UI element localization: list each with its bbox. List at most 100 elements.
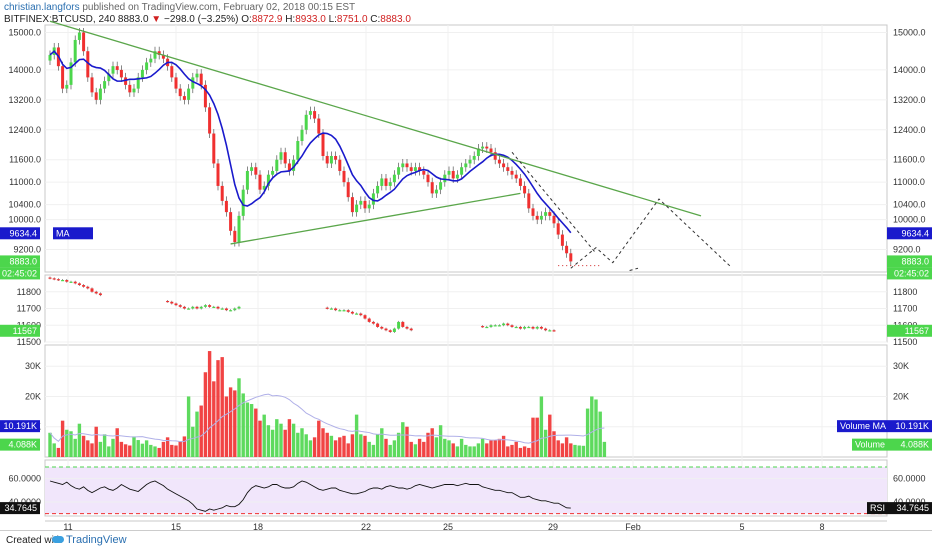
price-candle	[94, 92, 98, 100]
open-label: O:	[241, 14, 252, 25]
tradingview-brand[interactable]: TradingView	[66, 534, 127, 546]
pair-candle	[338, 310, 342, 312]
volume-bar	[527, 447, 531, 457]
price-candle	[140, 69, 144, 78]
pair-candle	[166, 300, 170, 303]
volume-bar	[73, 438, 77, 457]
pair-candle	[502, 323, 506, 326]
pair-candle	[485, 326, 489, 329]
last-price-tag: 8883.0	[901, 256, 929, 266]
pair-candle	[69, 281, 73, 283]
volume-bar	[510, 444, 514, 457]
price-candle	[191, 77, 195, 89]
volume-bar	[480, 438, 485, 457]
pair-candle	[224, 308, 228, 311]
volume-bar	[485, 443, 489, 457]
price-candle	[292, 159, 296, 171]
price-candle	[481, 146, 485, 149]
y-tick-label-right: 11700	[893, 304, 917, 314]
trendline-descending-resistance	[49, 20, 702, 217]
pair-candle	[342, 310, 346, 312]
y-tick-label-left: 30K	[25, 361, 41, 371]
volume-bar	[81, 435, 86, 457]
price-candle	[447, 170, 451, 175]
volume-ma-value-tag-bg	[887, 420, 932, 433]
volume-bar	[422, 441, 426, 457]
pair-candle	[82, 285, 86, 287]
pair-candle	[203, 305, 207, 307]
y-tick-label-left: 60.0000	[8, 474, 41, 484]
price-candle	[103, 81, 107, 89]
volume-bar	[69, 431, 73, 457]
pair-candle	[359, 313, 363, 316]
volume-ma-value-tag-left: 10.191K	[3, 421, 37, 431]
volume-bar	[522, 446, 527, 457]
panel-frame-vol	[44, 344, 888, 458]
price-candle	[502, 163, 506, 168]
volume-value-tag: 4.088K	[900, 440, 929, 450]
volume-bar	[132, 436, 136, 457]
volume-bar	[359, 434, 363, 457]
volume-bar	[434, 437, 439, 457]
volume-bar	[191, 426, 195, 457]
rsi-band-fill	[45, 467, 887, 514]
volume-bar	[52, 443, 56, 457]
price-candle	[119, 69, 123, 78]
price-candle	[527, 193, 531, 209]
x-tick-label: 15	[171, 522, 181, 530]
price-candle	[497, 159, 501, 164]
price-candle	[434, 189, 438, 194]
price-candle	[418, 167, 422, 171]
pair-candle	[237, 306, 241, 309]
volume-bar	[594, 399, 598, 457]
pair-candle	[489, 325, 493, 327]
ma-value-tag-left: 9634.4	[9, 228, 37, 238]
price-candle	[376, 185, 380, 194]
volume-bar	[464, 444, 468, 457]
price-candle	[199, 73, 203, 85]
volume-bar	[170, 444, 174, 457]
volume-bar	[86, 440, 90, 457]
price-candle	[107, 73, 111, 82]
pair-candle	[493, 325, 497, 327]
x-tick-label: 18	[253, 522, 263, 530]
price-candle	[401, 163, 405, 168]
price-candle	[174, 77, 178, 89]
price-candle	[455, 174, 459, 179]
price-candle	[405, 163, 409, 168]
pair-candle	[334, 308, 338, 311]
price-candle	[145, 62, 149, 70]
volume-bar	[556, 440, 560, 457]
symbol-label[interactable]: BITFINEX:BTCUSD, 240	[4, 14, 116, 25]
price-candle	[388, 182, 392, 186]
x-tick-label: 5	[739, 522, 744, 530]
price-candle	[426, 174, 430, 183]
price-candle	[82, 32, 86, 52]
volume-bar	[144, 440, 149, 457]
y-tick-label-right: 11500	[893, 337, 917, 347]
pair-candle	[86, 286, 90, 289]
volume-bar	[317, 420, 321, 457]
y-tick-label-left: 13200.0	[8, 95, 41, 105]
price-change: −298.0 (−3.25%)	[163, 14, 239, 25]
price-candle	[90, 77, 94, 93]
price-candle	[266, 174, 270, 186]
rsi-value-tag-left-bg	[0, 502, 40, 515]
pair-candle	[409, 328, 413, 331]
price-candle	[258, 174, 262, 190]
pair-candle	[363, 315, 367, 319]
pair-candle	[371, 321, 375, 324]
ma-label-tag: MA	[56, 228, 70, 238]
pair-candle	[350, 311, 354, 314]
chart-canvas[interactable]: 11 15 18 22 25 29 Feb 5 8 9200.0 9200.0 10000.0 1000…	[0, 0, 932, 530]
y-tick-label-left: 40.0000	[8, 497, 41, 507]
volume-bar	[165, 437, 170, 457]
pair-candle	[77, 283, 81, 286]
price-candle	[422, 170, 426, 175]
price-candle	[61, 66, 65, 89]
author-name[interactable]: christian.langfors	[4, 2, 80, 13]
price-candle	[296, 141, 300, 160]
pair-candle	[497, 325, 501, 327]
volume-bar	[581, 445, 586, 457]
pair-candle	[548, 330, 552, 332]
